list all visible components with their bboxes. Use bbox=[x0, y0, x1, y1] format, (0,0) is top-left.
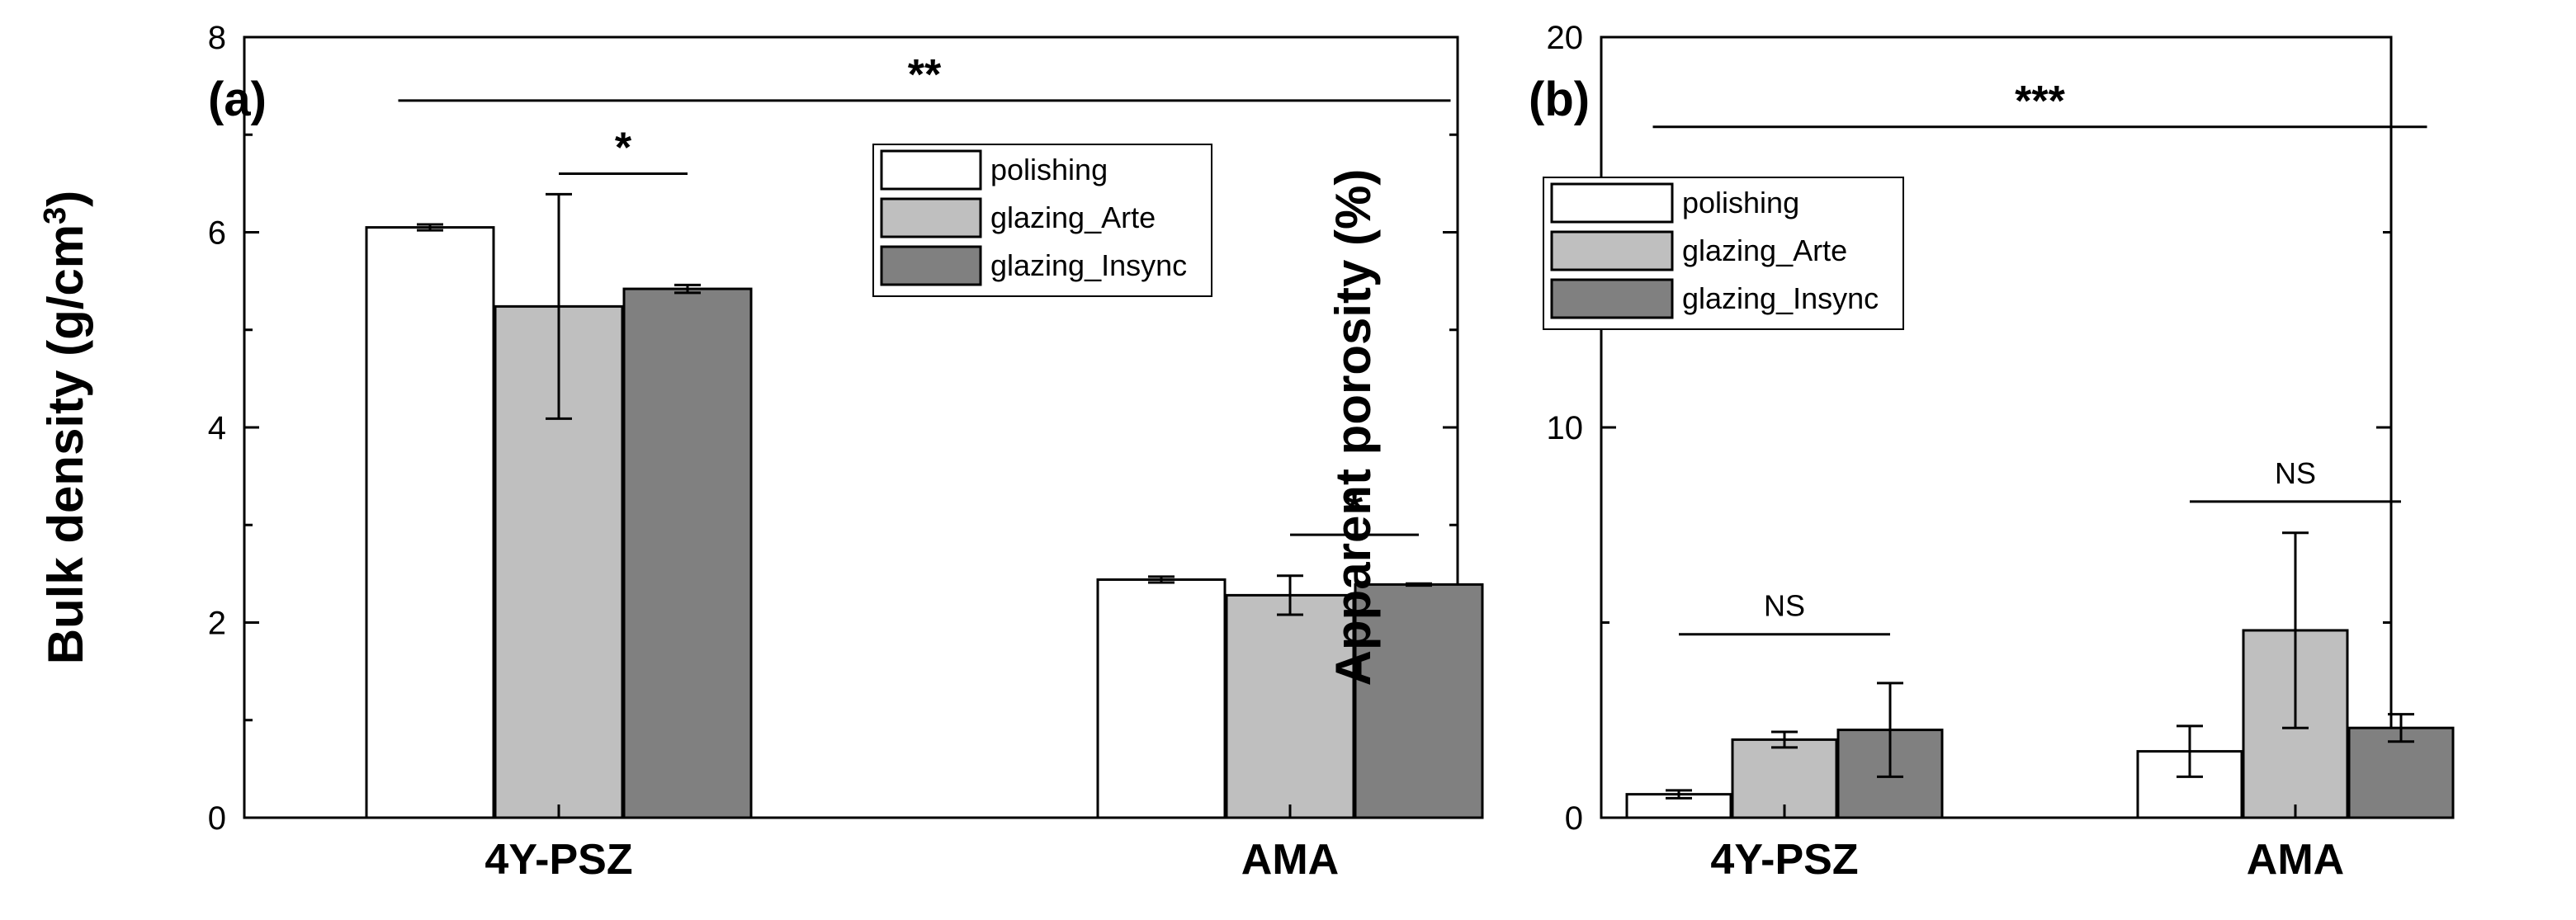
legend-label: polishing bbox=[990, 153, 1108, 186]
legend-label: glazing_Insync bbox=[1682, 281, 1879, 315]
y-axis-label: Apparent porosity (%) bbox=[1326, 169, 1381, 686]
legend-swatch bbox=[880, 197, 982, 238]
bar bbox=[365, 226, 495, 819]
legend-label: glazing_Insync bbox=[990, 248, 1187, 282]
significance-label: *** bbox=[2015, 78, 2065, 125]
legend-swatch bbox=[880, 245, 982, 286]
y-tick-label: 0 bbox=[208, 800, 226, 837]
x-tick-label: 4Y-PSZ bbox=[484, 836, 632, 884]
significance-label: * bbox=[615, 125, 632, 172]
legend-swatch bbox=[1550, 230, 1674, 271]
legend-label: glazing_Arte bbox=[990, 201, 1156, 234]
y-tick-label: 4 bbox=[208, 410, 226, 446]
panel-label: (b) bbox=[1529, 73, 1590, 126]
legend-swatch bbox=[1550, 182, 1674, 224]
y-axis-label: Bulk density (g/cm3) bbox=[38, 191, 93, 665]
bar bbox=[2347, 726, 2455, 819]
y-tick-label: 2 bbox=[208, 606, 226, 642]
legend-swatch bbox=[880, 149, 982, 191]
panel-label: (a) bbox=[208, 73, 267, 126]
y-tick-label: 6 bbox=[208, 215, 226, 252]
y-tick-label: 8 bbox=[208, 20, 226, 56]
significance-label: NS bbox=[2275, 456, 2316, 490]
y-tick-label: 20 bbox=[1547, 20, 1584, 56]
significance-label: * bbox=[1346, 485, 1364, 533]
x-tick-label: AMA bbox=[1241, 836, 1339, 884]
significance-label: ** bbox=[908, 51, 942, 99]
x-tick-label: AMA bbox=[2247, 836, 2344, 884]
y-tick-label: 10 bbox=[1547, 410, 1584, 446]
legend-swatch bbox=[1550, 278, 1674, 319]
significance-label: NS bbox=[1764, 589, 1805, 623]
legend-label: polishing bbox=[1682, 186, 1799, 219]
legend-label: glazing_Arte bbox=[1682, 234, 1847, 267]
x-tick-label: 4Y-PSZ bbox=[1710, 836, 1858, 884]
y-tick-label: 0 bbox=[1565, 800, 1583, 837]
bar bbox=[1096, 578, 1227, 819]
bar bbox=[622, 287, 753, 819]
